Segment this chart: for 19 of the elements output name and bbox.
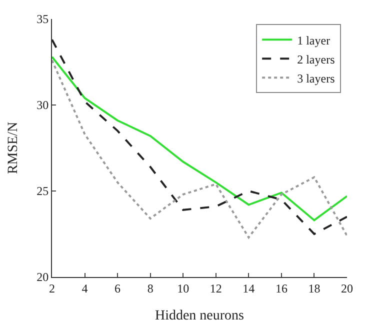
legend-label: 3 layers: [297, 71, 336, 86]
y-axis-title: RMSE/N: [6, 122, 22, 174]
y-tick-label: 20: [36, 270, 49, 284]
x-tick-label: 6: [114, 281, 121, 296]
x-tick-label: 12: [210, 281, 222, 296]
x-tick-label: 18: [308, 281, 320, 296]
x-tick-label: 8: [147, 281, 154, 296]
y-tick-label: 25: [36, 184, 49, 198]
x-tick-label: 10: [177, 281, 190, 296]
x-axis-title: Hidden neurons: [154, 308, 244, 324]
legend-label: 1 layer: [297, 33, 330, 48]
y-tick-label: 35: [36, 12, 49, 26]
x-tick-label: 16: [275, 281, 288, 296]
x-tick-label: 4: [82, 281, 88, 296]
x-tick-label: 2: [49, 281, 55, 296]
x-tick-label: 20: [341, 281, 353, 296]
legend-label: 2 layers: [297, 52, 336, 66]
y-tick-label: 30: [36, 98, 49, 112]
x-tick-label: 14: [242, 281, 255, 296]
